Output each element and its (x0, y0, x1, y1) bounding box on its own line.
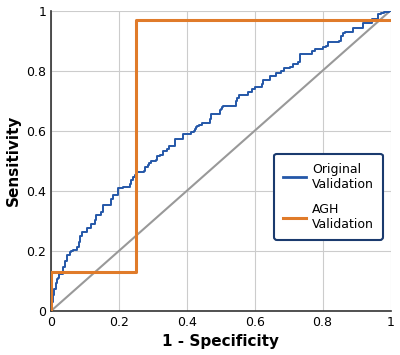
Y-axis label: Sensitivity: Sensitivity (6, 115, 20, 207)
Legend: Original
Validation, AGH
Validation: Original Validation, AGH Validation (274, 154, 382, 240)
X-axis label: 1 - Specificity: 1 - Specificity (162, 334, 279, 349)
